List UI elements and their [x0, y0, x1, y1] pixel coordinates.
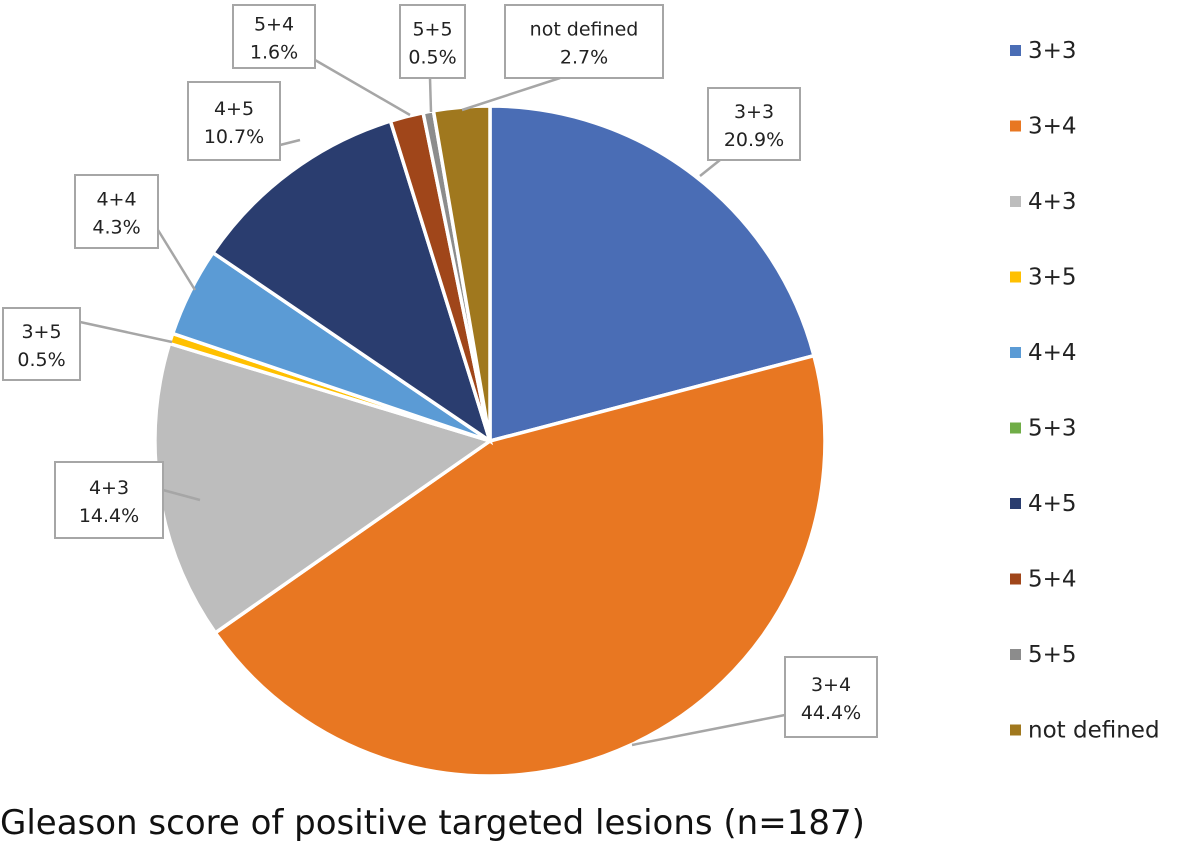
legend-marker: [1010, 196, 1021, 207]
label-box: [74, 174, 159, 249]
data-label-5-4: 5+4 1.6%: [232, 4, 411, 117]
label-category: 4+4: [96, 189, 136, 211]
legend-marker: [1010, 347, 1021, 358]
leader-line: [162, 488, 201, 502]
data-label-4-3: 4+3 14.4%: [54, 461, 201, 539]
label-box: [707, 87, 801, 161]
legend-marker: [1010, 271, 1021, 283]
label-value: 1.6%: [250, 42, 298, 64]
label-category: not defined: [530, 19, 639, 41]
leader-line: [156, 229, 197, 291]
label-category: 3+5: [21, 321, 61, 343]
data-label-5-5: 5+5 0.5%: [399, 4, 466, 113]
pie-slice-3-3: [488, 104, 817, 444]
legend-label: 3+5: [1028, 265, 1077, 291]
legend-item: 3+3: [1010, 38, 1077, 64]
legend-item: 3+4: [1010, 114, 1077, 140]
pie-slice-3-4: [212, 353, 827, 778]
data-label-3-4: 3+4 44.4%: [631, 656, 878, 747]
label-box: [54, 461, 164, 539]
data-label-4-5: 4+5 10.7%: [187, 81, 301, 161]
legend-marker: [1010, 498, 1021, 509]
legend-marker: [1010, 422, 1021, 434]
label-category: 3+3: [734, 101, 774, 123]
legend-label: 4+3: [1028, 189, 1077, 215]
leader-line: [428, 77, 433, 113]
label-category: 4+3: [89, 477, 129, 499]
leader-line: [631, 713, 786, 747]
data-labels: 3+320.9%3+444.4%4+314.4%3+50.5%4+44.3%4+…: [2, 4, 878, 747]
legend-item: 4+4: [1010, 340, 1077, 366]
legend-item: 5+4: [1010, 567, 1077, 593]
legend-marker: [1010, 573, 1021, 585]
label-box: [2, 307, 81, 381]
label-box: [187, 81, 281, 161]
legend-marker: [1010, 45, 1021, 56]
label-box: [399, 4, 466, 79]
label-box: [232, 4, 316, 69]
legend: 3+3 3+4 4+3 3+5 4+4 5+3 4+5 5+4 5+5 not defined: [1010, 38, 1160, 744]
data-label-not-defined: not defined 2.7%: [461, 4, 664, 112]
legend-marker: [1010, 649, 1021, 660]
legend-item: 4+3: [1010, 189, 1077, 215]
label-value: 0.5%: [408, 47, 456, 69]
label-category: 3+4: [811, 674, 851, 696]
legend-label: 5+4: [1028, 567, 1077, 593]
label-value: 4.3%: [92, 217, 140, 239]
pie-slices: [153, 104, 827, 778]
legend-label: 5+3: [1028, 416, 1077, 442]
label-value: 2.7%: [560, 47, 608, 69]
chart-title: Gleason score of positive targeted lesio…: [0, 803, 865, 843]
label-value: 10.7%: [204, 126, 264, 148]
legend-marker: [1010, 120, 1021, 132]
leader-line: [699, 159, 721, 177]
legend-item: not defined: [1010, 718, 1160, 744]
legend-item: 3+5: [1010, 265, 1077, 291]
leader-line: [314, 58, 411, 117]
label-category: 4+5: [214, 98, 254, 120]
legend-label: 3+4: [1028, 114, 1077, 140]
label-value: 20.9%: [724, 129, 784, 151]
label-value: 14.4%: [79, 505, 139, 527]
label-value: 0.5%: [17, 349, 65, 371]
legend-label: 5+5: [1028, 642, 1077, 668]
legend-item: 5+5: [1010, 642, 1077, 668]
data-label-4-4: 4+4 4.3%: [74, 174, 197, 291]
label-box: [784, 656, 878, 738]
label-box: [504, 4, 664, 79]
legend-item: 5+3: [1010, 416, 1077, 442]
label-category: 5+5: [412, 19, 452, 41]
legend-label: 4+5: [1028, 491, 1077, 517]
legend-item: 4+5: [1010, 491, 1077, 517]
leader-line: [461, 76, 561, 112]
leader-line: [279, 138, 301, 147]
label-value: 44.4%: [801, 702, 861, 724]
data-label-3-5: 3+5 0.5%: [2, 307, 173, 381]
label-category: 5+4: [254, 14, 294, 36]
legend-marker: [1010, 724, 1021, 736]
data-label-3-3: 3+3 20.9%: [699, 87, 801, 177]
leader-line: [79, 320, 173, 344]
legend-label: 4+4: [1028, 340, 1077, 366]
legend-label: not defined: [1028, 718, 1160, 744]
pie-slice-4-5: [210, 118, 494, 446]
pie-slice-not-defined: [431, 104, 492, 442]
legend-label: 3+3: [1028, 38, 1077, 64]
